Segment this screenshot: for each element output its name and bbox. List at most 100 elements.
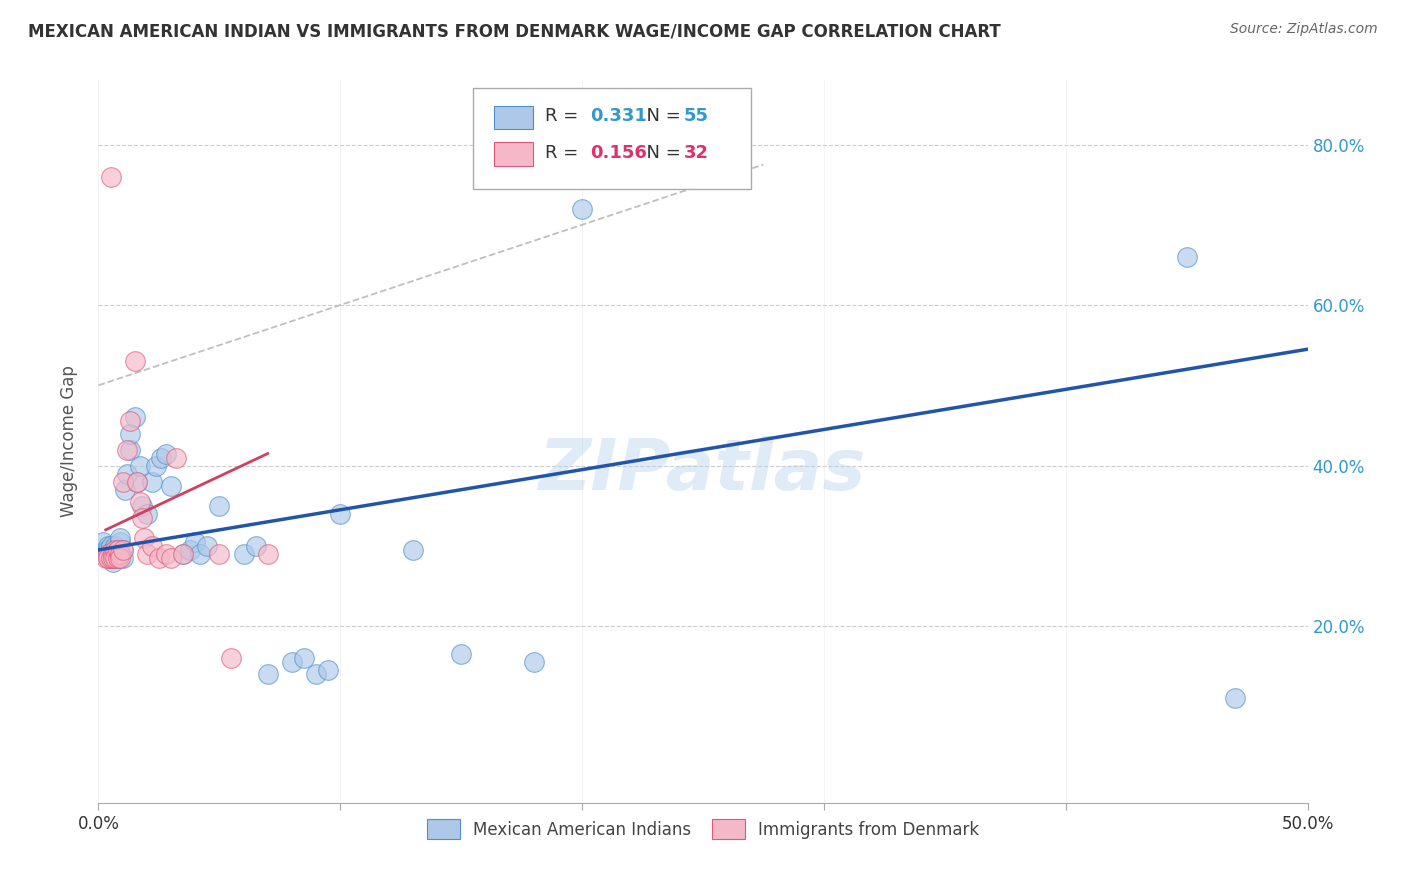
FancyBboxPatch shape — [474, 87, 751, 189]
Point — [292, 651, 315, 665]
Point — [155, 547, 177, 561]
Point — [97, 539, 120, 553]
Point — [127, 475, 149, 489]
Point — [107, 542, 129, 557]
Point — [101, 551, 124, 566]
Point — [221, 651, 243, 665]
FancyBboxPatch shape — [494, 106, 533, 129]
Point — [402, 542, 425, 557]
Text: N =: N = — [636, 144, 686, 161]
Legend: Mexican American Indians, Immigrants from Denmark: Mexican American Indians, Immigrants fro… — [416, 809, 990, 848]
Point — [329, 507, 352, 521]
Text: MEXICAN AMERICAN INDIAN VS IMMIGRANTS FROM DENMARK WAGE/INCOME GAP CORRELATION C: MEXICAN AMERICAN INDIAN VS IMMIGRANTS FR… — [28, 22, 1001, 40]
Point — [195, 539, 218, 553]
Point — [114, 483, 136, 497]
Point — [101, 547, 124, 561]
Point — [104, 551, 127, 566]
Point — [141, 475, 163, 489]
Point — [94, 542, 117, 557]
Point — [135, 547, 157, 561]
Point — [184, 534, 207, 549]
Text: ZIPatlas: ZIPatlas — [540, 436, 866, 505]
Text: N =: N = — [636, 107, 686, 126]
Point — [128, 494, 150, 508]
Point — [94, 551, 117, 566]
Point — [128, 458, 150, 473]
Text: 0.156: 0.156 — [591, 144, 647, 161]
Point — [107, 551, 129, 566]
Point — [150, 450, 173, 465]
Point — [141, 539, 163, 553]
Point — [165, 450, 187, 465]
Text: 0.331: 0.331 — [591, 107, 647, 126]
Point — [111, 542, 134, 557]
Point — [256, 547, 278, 561]
Point — [1223, 691, 1246, 706]
Point — [179, 542, 201, 557]
Point — [104, 539, 127, 553]
Point — [97, 547, 120, 561]
Point — [94, 547, 117, 561]
Point — [100, 551, 122, 566]
Point — [101, 551, 124, 566]
Point — [111, 475, 134, 489]
Point — [97, 542, 120, 557]
Point — [155, 446, 177, 460]
Point — [111, 551, 134, 566]
Point — [134, 531, 156, 545]
Point — [305, 667, 328, 681]
Point — [124, 410, 146, 425]
Point — [145, 458, 167, 473]
Point — [108, 547, 131, 561]
Point — [97, 551, 120, 566]
Point — [107, 542, 129, 557]
Point — [281, 655, 304, 669]
Point — [160, 478, 183, 492]
Point — [118, 442, 141, 457]
Point — [256, 667, 278, 681]
Point — [316, 664, 339, 678]
Point — [172, 547, 194, 561]
Point — [124, 354, 146, 368]
Y-axis label: Wage/Income Gap: Wage/Income Gap — [59, 366, 77, 517]
Point — [450, 648, 472, 662]
Point — [160, 551, 183, 566]
Point — [232, 547, 254, 561]
Point — [131, 510, 153, 524]
Point — [135, 507, 157, 521]
Point — [208, 499, 231, 513]
Point — [172, 547, 194, 561]
Point — [208, 547, 231, 561]
Point — [188, 547, 211, 561]
Point — [245, 539, 267, 553]
Point — [1175, 250, 1198, 264]
Point — [100, 547, 122, 561]
Point — [118, 414, 141, 428]
Text: Source: ZipAtlas.com: Source: ZipAtlas.com — [1230, 22, 1378, 37]
Point — [111, 542, 134, 557]
Point — [118, 426, 141, 441]
Point — [117, 442, 139, 457]
Point — [571, 202, 593, 216]
Point — [108, 531, 131, 545]
Point — [127, 475, 149, 489]
FancyBboxPatch shape — [494, 143, 533, 166]
Point — [101, 542, 124, 557]
Point — [117, 467, 139, 481]
Point — [107, 551, 129, 566]
Point — [100, 169, 122, 184]
Point — [131, 499, 153, 513]
Text: 55: 55 — [683, 107, 709, 126]
Point — [104, 542, 127, 557]
Text: 32: 32 — [683, 144, 709, 161]
Point — [100, 539, 122, 553]
Point — [101, 555, 124, 569]
Point — [108, 534, 131, 549]
Point — [107, 547, 129, 561]
Point — [523, 655, 546, 669]
Text: R =: R = — [544, 107, 583, 126]
Point — [108, 551, 131, 566]
Text: R =: R = — [544, 144, 583, 161]
Point — [91, 534, 114, 549]
Point — [97, 551, 120, 566]
